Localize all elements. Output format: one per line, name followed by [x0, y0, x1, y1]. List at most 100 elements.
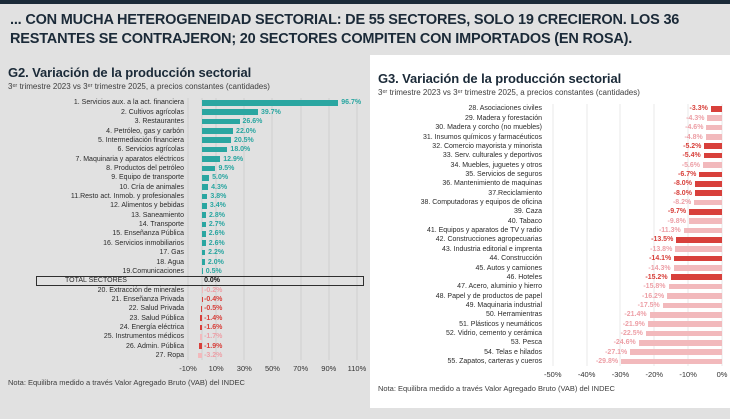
gridline [271, 98, 273, 361]
sector-label: 12. Alimentos y bebidas [110, 202, 184, 210]
bar [649, 311, 722, 318]
chart-row: -22.5% [546, 329, 722, 338]
sector-label: 51. Plásticos y neumáticos [459, 320, 542, 328]
bar [202, 156, 221, 162]
chart-row: 0.5% [188, 267, 364, 276]
axis-tick: 70% [293, 364, 309, 374]
sector-label: 48. Papel y de productos de papel [435, 292, 542, 300]
value-label: -14.3% [648, 264, 671, 272]
value-label: 2.6% [208, 230, 225, 238]
axis-tick: 30% [236, 364, 252, 374]
chart-row: -21.9% [546, 320, 722, 329]
chart-row: -5.6% [546, 160, 722, 169]
bar [707, 115, 722, 121]
chart-title-g3: G3. Variación de la producción sectorial [378, 71, 622, 87]
sector-label: 7. Maquinaria y aparatos eléctricos [75, 155, 184, 163]
value-label: -24.6% [613, 339, 636, 347]
bar [202, 193, 208, 200]
bar [202, 231, 206, 237]
chart-row: -5.4% [546, 151, 722, 160]
sector-label: 6. Servicios agrícolas [117, 146, 184, 154]
bar [202, 146, 228, 153]
chart-row: -9.7% [546, 207, 722, 216]
value-label: -13.5% [651, 236, 674, 244]
bar [647, 321, 722, 327]
sector-label: 54. Telas e hilados [484, 348, 542, 356]
chart-row: -14.1% [546, 254, 722, 263]
value-label: -6.7% [678, 170, 697, 178]
value-label: -8.0% [673, 180, 692, 188]
sector-label: 11.Resto act. Inmob. y profesionales [70, 193, 184, 201]
bar [668, 283, 722, 290]
bar [202, 221, 206, 228]
axis-tick: 90% [321, 364, 337, 374]
value-label: -29.8% [595, 358, 619, 366]
sector-label: 44. Construcción [489, 255, 542, 263]
sector-label: 24. Energía eléctrica [119, 324, 184, 332]
value-label: -0.2% [204, 286, 223, 294]
sector-label: 3. Restaurantes [134, 118, 184, 126]
chart-row: -4.8% [546, 132, 722, 141]
chart-row: 2.7% [188, 220, 364, 229]
value-label: -3.2% [204, 352, 223, 360]
value-label: -3.3% [689, 105, 708, 113]
chart-row: -21.4% [546, 310, 722, 319]
chart-row: -4.6% [546, 123, 722, 132]
bar [694, 180, 722, 187]
value-label: -4.3% [686, 114, 705, 122]
value-label: -1.4% [204, 314, 223, 322]
zero-baseline [201, 98, 203, 361]
value-label: -8.0% [673, 189, 692, 197]
charts-container: G2. Variación de la producción sectorial… [0, 55, 730, 409]
chart-row: -0.5% [188, 304, 364, 313]
value-label: -16.2% [641, 292, 665, 300]
value-label: -22.5% [620, 330, 643, 338]
chart-row: 2.8% [188, 211, 364, 220]
value-label: 5.0% [212, 174, 229, 182]
bar [670, 274, 722, 281]
chart-row: -3.3% [546, 104, 722, 113]
sector-label: 50. Herramientras [485, 311, 542, 319]
sector-label: 45. Autos y camiones [475, 264, 542, 272]
sector-label: 28. Asociaciones civiles [468, 105, 542, 113]
chart-title-g2: G2. Variación de la producción sectorial [8, 65, 252, 81]
chart-row: 4.3% [188, 182, 364, 191]
chart-row: 2.6% [188, 239, 364, 248]
value-label: 96.7% [341, 99, 362, 107]
sector-label: 18. Agua [156, 258, 184, 266]
bar [683, 227, 722, 234]
chart-row: -1.7% [188, 332, 364, 341]
value-label: -11.3% [658, 227, 681, 235]
value-label: -14.1% [649, 255, 672, 263]
chart-row: 9.5% [188, 164, 364, 173]
gridline [687, 104, 689, 367]
gridline [243, 98, 245, 361]
bar [694, 199, 722, 206]
sector-label: 1. Servicios aux. a la act. financiera [73, 99, 184, 107]
gridline [653, 104, 655, 367]
bar [706, 124, 722, 131]
sector-label: 37.Reciclamiento [488, 189, 542, 197]
chart-row: -1.6% [188, 323, 364, 332]
axis-tick: 0% [716, 370, 728, 380]
bar [621, 358, 722, 365]
value-label: -5.2% [683, 142, 702, 150]
chart-row: -3.2% [188, 351, 364, 360]
chart-row: 12.9% [188, 154, 364, 163]
chart-row: 2.0% [188, 257, 364, 266]
bar [699, 171, 722, 178]
bar [676, 237, 722, 243]
chart-row: -1.4% [188, 314, 364, 323]
sector-label: 36. Mantenimiento de maquinas [442, 180, 542, 188]
sector-label: 8. Productos del petróleo [106, 164, 184, 172]
bar [197, 352, 203, 359]
sector-label: 20. Extracción de minerales [97, 286, 184, 294]
chart-row: 22.0% [188, 126, 364, 135]
value-label: -15.8% [643, 283, 666, 291]
chart-subtitle-g3: 3ᵉʳ trimestre 2023 vs 3ᵉʳ trimestre 2025… [378, 88, 640, 98]
bar [202, 268, 203, 275]
chart-row: 5.0% [188, 173, 364, 182]
sector-label: 13. Saneamiento [131, 211, 184, 219]
value-label: -21.9% [622, 320, 645, 328]
value-label: -1.6% [204, 324, 223, 332]
